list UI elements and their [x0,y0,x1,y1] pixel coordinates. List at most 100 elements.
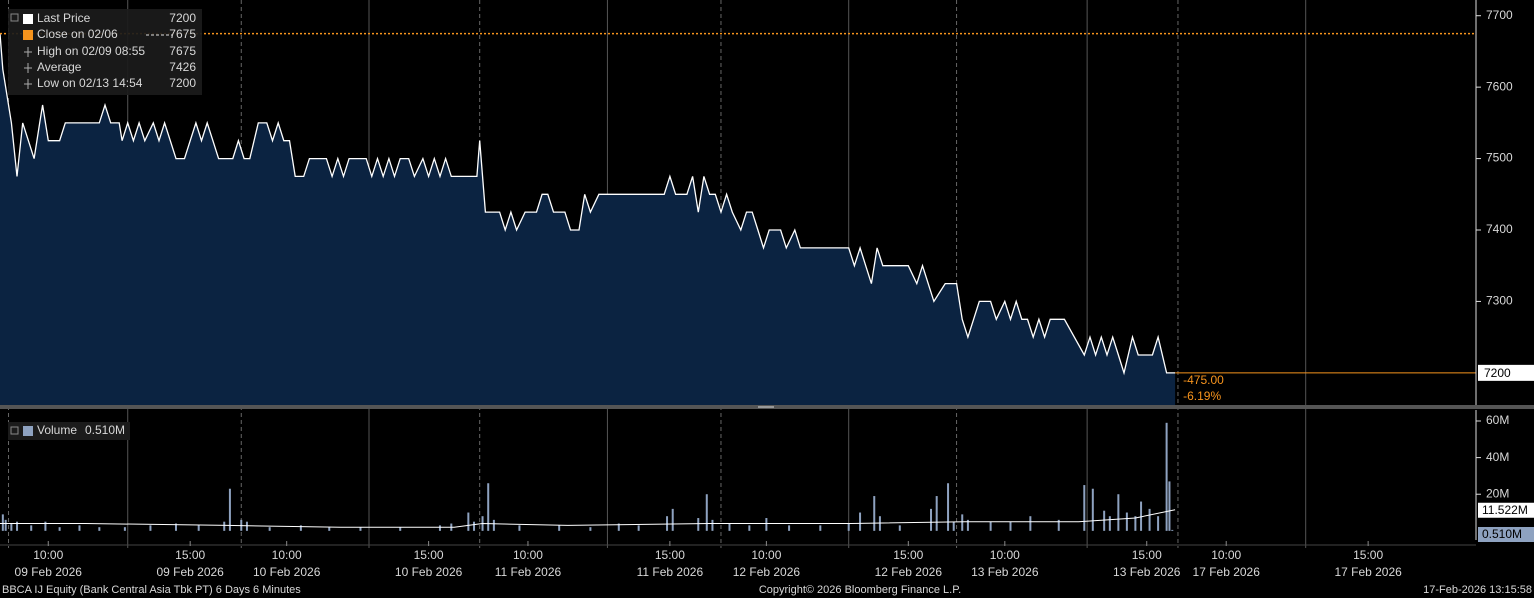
volume-bar [328,527,331,531]
volume-bar [671,508,674,531]
volume-bar [268,527,271,531]
volume-bar [930,508,933,531]
x-tick-date: 12 Feb 2026 [875,565,943,579]
volume-bar [1103,510,1106,531]
volume-bar [10,523,13,531]
legend-value: 7200 [169,76,196,90]
volume-bar [989,521,992,531]
x-tick-date: 17 Feb 2026 [1334,565,1402,579]
separator-handle [758,406,774,408]
average-badge-label: 11.522M [1482,503,1528,517]
volume-bar [873,496,876,531]
x-tick-label: 10:00 [33,548,63,562]
volume-bar [952,521,955,531]
volume-bar [518,525,521,531]
volume-bar [1140,501,1143,531]
volume-bar [637,525,640,531]
x-tick-date: 13 Feb 2026 [971,565,1039,579]
volume-bar [4,519,7,531]
volume-bar [1029,516,1032,531]
volume-bar [197,525,200,531]
volume-bar [705,494,708,531]
x-tick-label: 10:00 [513,548,543,562]
y-tick-label: 7400 [1486,222,1513,236]
x-tick-date: 09 Feb 2026 [15,565,83,579]
volume-bar [847,523,850,531]
volume-bar [78,525,81,531]
x-tick-label: 10:00 [272,548,302,562]
volume-bar [492,519,495,531]
volume-bar [487,483,490,531]
x-tick-label: 15:00 [175,548,205,562]
volume-bar [98,527,101,531]
price-area [0,33,1176,405]
y-tick-label: 40M [1486,450,1509,464]
volume-bar [1,514,4,531]
volume-bar [1057,519,1060,531]
volume-bar [1009,521,1012,531]
x-tick-label: 15:00 [893,548,923,562]
volume-bar [30,525,33,531]
legend-icon [23,426,33,436]
legend-label: Close on 02/06 [37,27,118,41]
volume-bar [966,519,969,531]
legend-toggle [10,13,19,22]
volume-bar [666,516,669,531]
y-tick-label: 7600 [1486,79,1513,93]
legend-label: Volume [37,423,77,437]
volume-bar [697,518,700,531]
legend-label: Low on 02/13 14:54 [37,76,143,90]
volume-legend-box [8,422,130,440]
volume-bar [438,525,441,531]
x-tick-date: 17 Feb 2026 [1193,565,1261,579]
legend-value: 7200 [169,11,196,25]
volume-bar [399,527,402,531]
volume-bar [44,521,47,531]
volume-badge [1478,527,1534,542]
volume-bar [898,525,901,531]
legend-toggle [10,426,19,435]
volume-bar [1168,481,1171,531]
x-tick-label: 15:00 [1132,548,1162,562]
volume-bar [359,527,362,531]
volume-bar [1125,512,1128,531]
change-percent: -6.19% [1183,389,1221,403]
footer-center: Copyright© 2026 Bloomberg Finance L.P. [759,584,961,596]
x-tick-label: 15:00 [655,548,685,562]
legend-value: 0.510M [85,423,125,437]
x-tick-date: 13 Feb 2026 [1113,565,1181,579]
volume-bar [765,518,768,531]
x-tick-date: 11 Feb 2026 [495,565,562,579]
y-tick-label: 20M [1486,486,1509,500]
volume-bar [467,512,470,531]
legend-icon [23,30,33,40]
legend-icon [23,14,33,24]
legend-value: 7426 [169,60,196,74]
volume-bar [617,523,620,531]
change-value: -475.00 [1183,373,1224,387]
volume-bar [947,483,950,531]
volume-bar [299,525,302,531]
x-tick-date: 10 Feb 2026 [395,565,463,579]
y-tick-label: 60M [1486,413,1509,427]
volume-bar [174,523,177,531]
volume-average-line [0,509,1176,528]
volume-bar [1091,488,1094,531]
x-tick-date: 09 Feb 2026 [156,565,224,579]
x-tick-label: 10:00 [1211,548,1241,562]
x-tick-label: 10:00 [751,548,781,562]
volume-bar [788,525,791,531]
legend-label: High on 02/09 08:55 [37,44,145,58]
volume-bar [473,521,476,531]
legend-value: 7675 [169,27,196,41]
volume-bar [859,512,862,531]
volume-bar [1171,529,1174,531]
volume-bar [58,527,61,531]
volume-bar [1148,508,1151,531]
volume-bar [589,527,592,531]
volume-bar [748,525,751,531]
footer-left: BBCA IJ Equity (Bank Central Asia Tbk PT… [2,584,301,596]
volume-bar [123,527,126,531]
volume-bar [1108,516,1111,531]
